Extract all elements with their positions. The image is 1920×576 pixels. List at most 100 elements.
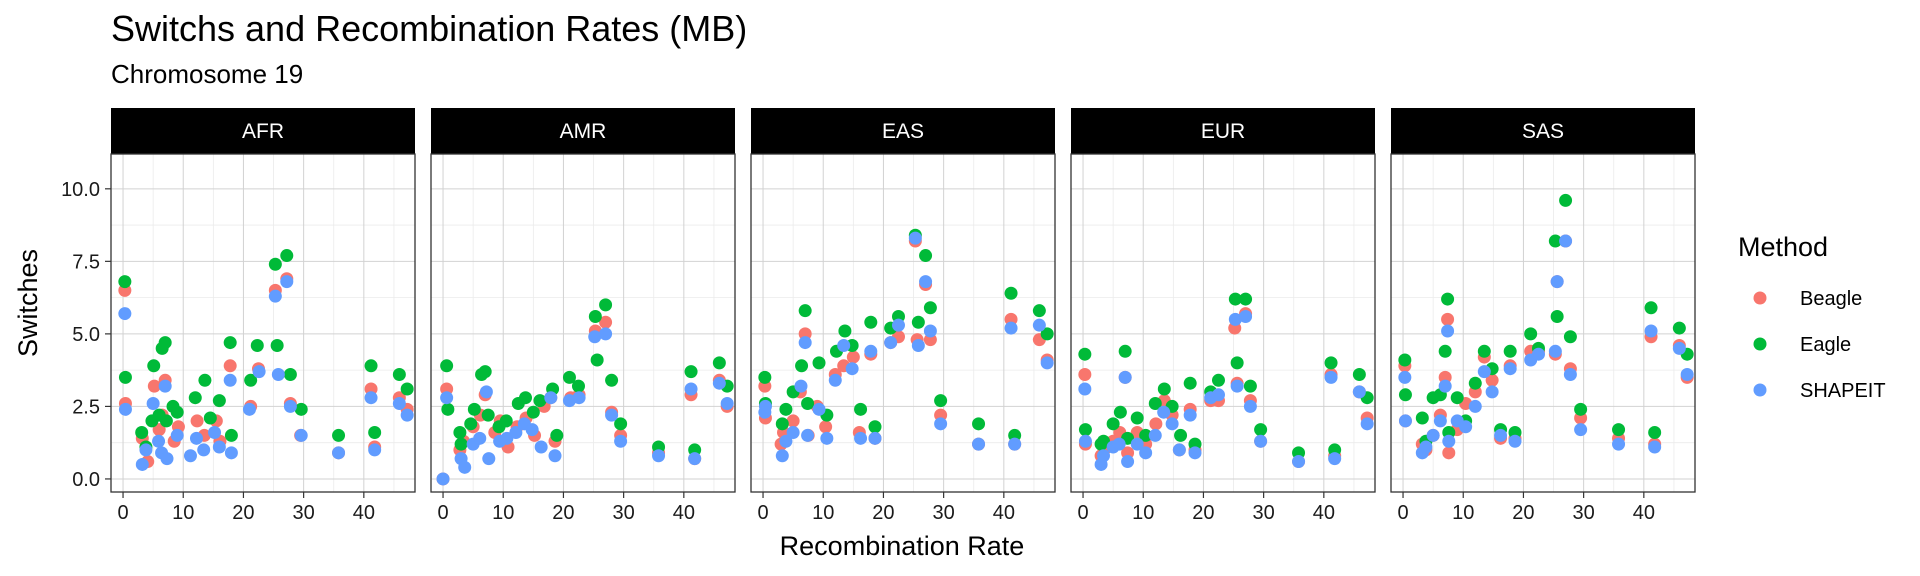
point-shapeit [1172,443,1186,457]
point-shapeit [1398,370,1412,384]
point-eagle [1157,382,1171,396]
point-beagle [1441,312,1455,326]
point-eagle [712,356,726,370]
x-axis-title: Recombination Rate [780,531,1025,561]
points [1398,193,1694,460]
point-shapeit [208,426,222,440]
point-eagle [1559,193,1573,207]
legend-key-beagle [1753,291,1767,305]
x-tick-label: 0 [1077,502,1088,524]
point-eagle [1078,423,1092,437]
point-shapeit [812,402,826,416]
point-eagle [1040,327,1054,341]
point-shapeit [189,431,203,445]
x-tick-label: 10 [492,502,514,524]
legend-key-shapeit [1753,383,1767,397]
point-eagle [1113,405,1127,419]
facet-strip [1391,108,1695,154]
point-shapeit [1508,434,1522,448]
point-eagle [294,402,308,416]
point-shapeit [798,336,812,350]
point-eagle [332,428,346,442]
point-shapeit [837,338,851,352]
point-eagle [801,397,815,411]
point-eagle [118,370,132,384]
point-shapeit [1477,365,1491,379]
point-shapeit [1550,275,1564,289]
point-shapeit [1531,347,1545,361]
x-tick-label: 30 [293,502,315,524]
point-shapeit [224,446,238,460]
point-shapeit [652,449,666,463]
point-shapeit [1548,344,1562,358]
facet-strip-label: EAS [882,120,924,143]
point-beagle [1485,373,1499,387]
point-shapeit [183,449,197,463]
point-shapeit [1324,370,1338,384]
point-shapeit [891,318,905,332]
facet-strip [751,108,1055,154]
point-eagle [550,428,564,442]
point-shapeit [775,449,789,463]
point-shapeit [712,376,726,390]
point-eagle [605,373,619,387]
point-shapeit [1008,437,1022,451]
point-shapeit [911,338,925,352]
point-shapeit [294,428,308,442]
point-shapeit [1468,399,1482,413]
point-shapeit [170,428,184,442]
point-beagle [147,379,161,393]
point-beagle [846,350,860,364]
point-shapeit [436,472,450,486]
point-eagle [919,249,933,263]
point-eagle [135,426,149,440]
point-shapeit [482,452,496,466]
x-tick-label: 10 [172,502,194,524]
point-shapeit [1097,449,1111,463]
point-eagle [1174,428,1188,442]
x-tick-label: 20 [1512,502,1534,524]
x-tick-label: 40 [1313,502,1335,524]
facet-strip-label: AFR [242,120,284,143]
x-tick-label: 30 [933,502,955,524]
point-eagle [170,405,184,419]
point-eagle [203,411,217,425]
grid [1071,154,1375,492]
point-eagle [934,394,948,408]
chart-subtitle: Chromosome 19 [111,59,303,89]
point-shapeit [1438,379,1452,393]
point-shapeit [779,434,793,448]
legend: Method Beagle Eagle SHAPEIT [1738,232,1886,402]
point-shapeit [934,417,948,431]
point-eagle [1672,321,1686,335]
x-axis: 0 10 20 30 40 [1077,492,1335,524]
point-eagle [280,249,294,263]
point-eagle [159,414,173,428]
point-shapeit [280,275,294,289]
point-eagle [599,298,613,312]
point-shapeit [972,437,986,451]
point-shapeit [146,397,160,411]
point-eagle [1468,376,1482,390]
point-shapeit [152,434,166,448]
point-shapeit [223,373,237,387]
point-eagle [1550,309,1564,323]
point-shapeit [1228,312,1242,326]
point-shapeit [525,423,539,437]
legend-label-shapeit: SHAPEIT [1800,380,1886,402]
point-beagle [819,420,833,434]
x-axis: 0 10 20 30 40 [437,492,695,524]
point-eagle [1211,373,1225,387]
point-eagle [368,426,382,440]
point-eagle [1450,391,1464,405]
x-tick-label: 20 [552,502,574,524]
point-eagle [758,370,772,384]
point-shapeit [1004,321,1018,335]
x-tick-label: 40 [353,502,375,524]
panel-border [1390,153,1696,493]
point-eagle [854,402,868,416]
point-shapeit [1644,324,1658,338]
point-shapeit [820,431,834,445]
point-eagle [795,359,809,373]
point-eagle [453,426,467,440]
